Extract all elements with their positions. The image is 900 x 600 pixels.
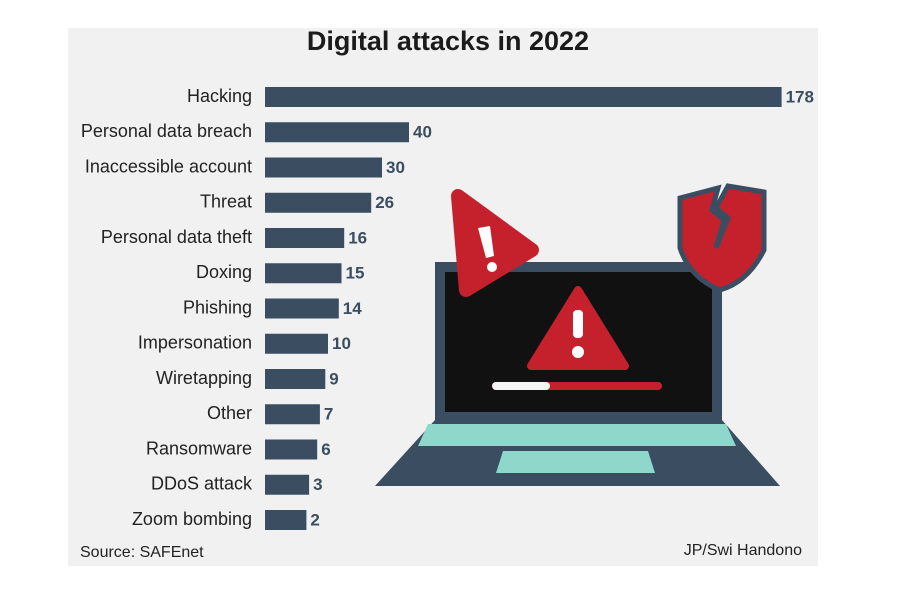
value-label: 6 [321, 440, 330, 459]
source: Source: SAFEnet [80, 544, 204, 561]
progress-fill [492, 382, 550, 390]
value-label: 9 [329, 369, 338, 388]
bar [265, 228, 345, 248]
category-label: Personal data breach [81, 121, 252, 141]
category-label: Ransomware [146, 438, 252, 458]
category-label: Inaccessible account [85, 156, 252, 176]
category-label: Threat [200, 192, 252, 212]
value-label: 14 [343, 299, 362, 318]
category-label: Personal data theft [101, 227, 252, 247]
bar [265, 439, 318, 460]
value-label: 7 [324, 405, 333, 424]
category-label: Hacking [187, 86, 252, 106]
broken-shield [677, 183, 767, 293]
trackpad [496, 451, 655, 473]
category-label: Doxing [196, 262, 252, 282]
credit: JP/Swi Handono [684, 542, 802, 559]
bar [265, 474, 310, 495]
tilted-dot [487, 262, 497, 272]
value-label: 2 [310, 510, 319, 529]
bar [265, 87, 782, 107]
bar [265, 404, 320, 425]
category-label: DDoS attack [151, 474, 253, 494]
bar [265, 333, 328, 354]
category-label: Wiretapping [156, 368, 252, 388]
category-label: Impersonation [138, 333, 252, 353]
illustration [375, 183, 780, 486]
category-label: Phishing [183, 297, 252, 317]
bar [265, 369, 326, 389]
bar [265, 263, 342, 284]
bar [265, 510, 307, 530]
keyboard [418, 424, 736, 446]
bar [265, 192, 372, 213]
chart-title: Digital attacks in 2022 [307, 26, 589, 56]
value-label: 40 [413, 123, 432, 142]
category-label: Other [207, 403, 252, 423]
value-label: 178 [786, 87, 814, 106]
value-label: 3 [313, 475, 322, 494]
warning-mark [573, 310, 583, 338]
category-label: Zoom bombing [132, 509, 252, 529]
value-label: 16 [348, 228, 367, 247]
value-label: 10 [332, 334, 351, 353]
tilted-mark [478, 226, 494, 258]
value-label: 15 [346, 264, 365, 283]
bar [265, 122, 409, 143]
bar [265, 298, 339, 319]
tilted-warning [451, 189, 539, 297]
warning-dot [572, 346, 584, 358]
value-label: 26 [375, 193, 394, 212]
bar [265, 157, 382, 178]
value-label: 30 [386, 158, 405, 177]
